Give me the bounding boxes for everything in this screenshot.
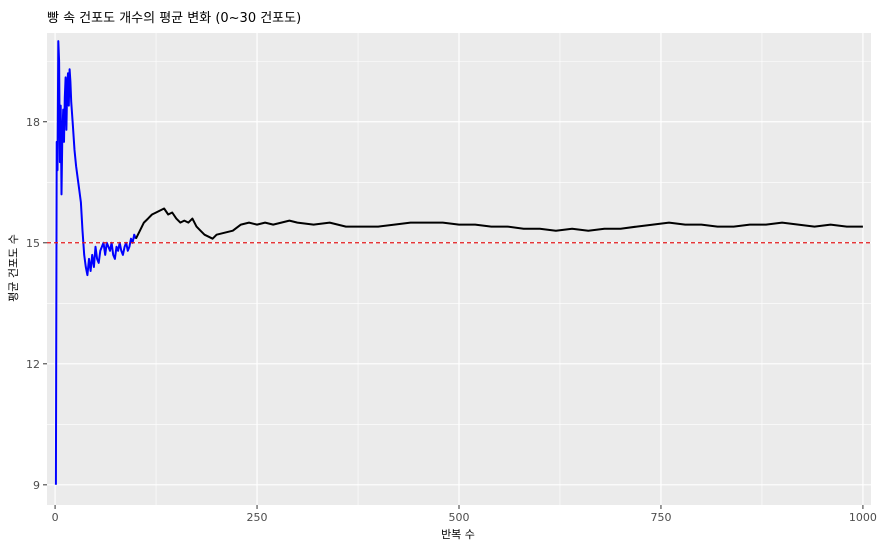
major-gridlines bbox=[47, 33, 871, 505]
chart-title: 빵 속 건포도 개수의 평균 변화 (0~30 건포도) bbox=[47, 11, 301, 26]
y-tick-label: 9 bbox=[33, 479, 40, 492]
y-tick-label: 12 bbox=[26, 358, 40, 371]
x-axis-title: 반복 수 bbox=[441, 528, 475, 541]
x-axis-ticks: 0 250 500 750 1000 bbox=[52, 505, 877, 524]
y-tick-label: 18 bbox=[26, 116, 40, 129]
series-lines bbox=[54, 40, 863, 485]
x-tick-label: 0 bbox=[52, 511, 59, 524]
series-line-2 bbox=[135, 207, 863, 240]
x-tick-label: 500 bbox=[449, 511, 470, 524]
x-tick-label: 750 bbox=[650, 511, 671, 524]
series-line-1 bbox=[54, 40, 137, 485]
x-tick-label: 1000 bbox=[849, 511, 877, 524]
x-tick-label: 250 bbox=[247, 511, 268, 524]
y-tick-label: 15 bbox=[26, 237, 40, 250]
y-axis-ticks: 9 12 15 18 bbox=[26, 116, 47, 492]
y-axis-title: 평균 건포도 수 bbox=[7, 234, 20, 302]
